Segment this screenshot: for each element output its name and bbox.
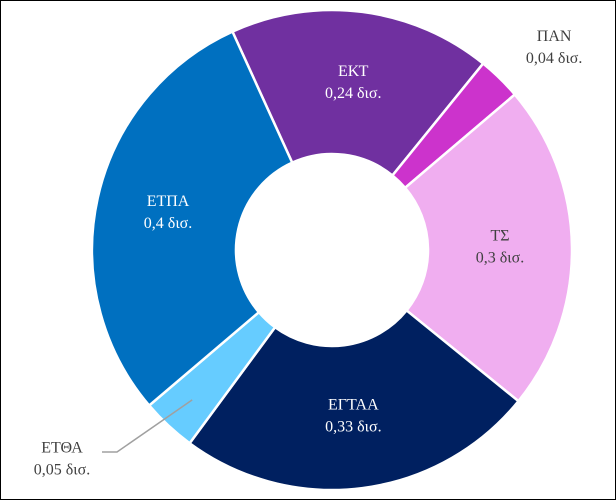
slice-label: ΤΣ bbox=[490, 228, 509, 245]
slice-value-label: 0,05 δισ. bbox=[34, 462, 90, 479]
slice-label: ΕΓΤΑΑ bbox=[328, 396, 379, 413]
slice-value-label: 0,04 δισ. bbox=[526, 50, 582, 67]
donut-slice bbox=[187, 308, 521, 492]
slice-value-label: 0,3 δισ. bbox=[476, 250, 524, 267]
leader-line bbox=[102, 399, 193, 453]
slice-label: ΠΑΝ bbox=[537, 28, 572, 45]
slice-value-label: 0,33 δισ. bbox=[325, 418, 381, 435]
donut-slice bbox=[90, 29, 294, 408]
donut-slice bbox=[230, 8, 485, 178]
slice-value-label: 0,24 δισ. bbox=[325, 85, 381, 102]
slice-label: ΕΤΠΑ bbox=[147, 193, 190, 210]
donut-slice bbox=[403, 92, 574, 403]
slice-label: ΕΤΘΑ bbox=[41, 440, 83, 457]
slice-label: ΕΚΤ bbox=[338, 63, 369, 80]
slice-value-label: 0,4 δισ. bbox=[144, 215, 192, 232]
